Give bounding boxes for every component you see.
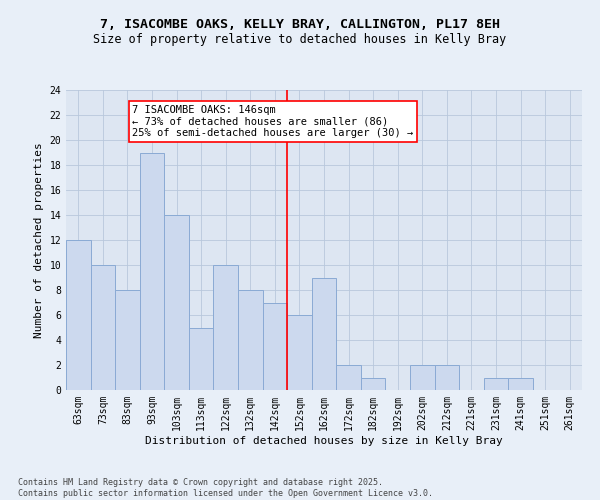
Bar: [91, 265, 115, 390]
Bar: [410, 365, 434, 390]
Bar: [312, 278, 336, 390]
Bar: [434, 365, 459, 390]
Bar: [336, 365, 361, 390]
Bar: [189, 328, 214, 390]
Text: Size of property relative to detached houses in Kelly Bray: Size of property relative to detached ho…: [94, 32, 506, 46]
Bar: [263, 302, 287, 390]
Bar: [140, 152, 164, 390]
Text: Contains HM Land Registry data © Crown copyright and database right 2025.
Contai: Contains HM Land Registry data © Crown c…: [18, 478, 433, 498]
Text: 7 ISACOMBE OAKS: 146sqm
← 73% of detached houses are smaller (86)
25% of semi-de: 7 ISACOMBE OAKS: 146sqm ← 73% of detache…: [133, 105, 413, 138]
Bar: [214, 265, 238, 390]
Bar: [115, 290, 140, 390]
Bar: [164, 215, 189, 390]
Y-axis label: Number of detached properties: Number of detached properties: [34, 142, 44, 338]
Bar: [238, 290, 263, 390]
Bar: [287, 315, 312, 390]
Bar: [361, 378, 385, 390]
Bar: [484, 378, 508, 390]
X-axis label: Distribution of detached houses by size in Kelly Bray: Distribution of detached houses by size …: [145, 436, 503, 446]
Bar: [508, 378, 533, 390]
Text: 7, ISACOMBE OAKS, KELLY BRAY, CALLINGTON, PL17 8EH: 7, ISACOMBE OAKS, KELLY BRAY, CALLINGTON…: [100, 18, 500, 30]
Bar: [66, 240, 91, 390]
